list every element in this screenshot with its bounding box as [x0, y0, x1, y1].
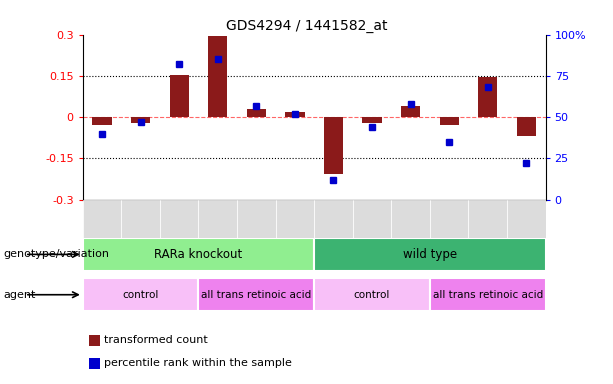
Bar — [430, 200, 468, 238]
Bar — [324, 117, 343, 174]
Bar — [121, 200, 160, 238]
Text: all trans retinoic acid: all trans retinoic acid — [201, 290, 311, 300]
Bar — [83, 238, 314, 271]
Bar — [314, 200, 352, 238]
Bar — [246, 109, 266, 117]
Text: control: control — [123, 290, 159, 300]
Bar — [131, 117, 150, 122]
Bar — [276, 200, 314, 238]
Bar — [83, 278, 199, 311]
Bar — [391, 200, 430, 238]
Bar — [83, 200, 121, 238]
Bar — [199, 278, 314, 311]
Bar — [430, 278, 546, 311]
Bar — [314, 278, 430, 311]
Bar — [478, 77, 497, 117]
Bar — [362, 117, 382, 122]
Bar — [440, 117, 459, 125]
Text: percentile rank within the sample: percentile rank within the sample — [104, 358, 292, 368]
Text: genotype/variation: genotype/variation — [3, 249, 109, 260]
Text: agent: agent — [3, 290, 36, 300]
Bar — [401, 106, 421, 117]
Bar — [352, 200, 391, 238]
Text: all trans retinoic acid: all trans retinoic acid — [433, 290, 543, 300]
Bar — [237, 200, 276, 238]
Bar — [199, 200, 237, 238]
Text: control: control — [354, 290, 390, 300]
Bar — [468, 200, 507, 238]
Text: transformed count: transformed count — [104, 335, 208, 345]
Text: GDS4294 / 1441582_at: GDS4294 / 1441582_at — [226, 19, 387, 33]
Bar — [285, 112, 305, 117]
Bar — [208, 36, 227, 117]
Bar — [160, 200, 199, 238]
Bar — [93, 117, 112, 125]
Bar — [170, 75, 189, 117]
Text: wild type: wild type — [403, 248, 457, 261]
Bar — [314, 238, 546, 271]
Bar — [507, 200, 546, 238]
Text: RARa knockout: RARa knockout — [154, 248, 243, 261]
Bar — [517, 117, 536, 136]
